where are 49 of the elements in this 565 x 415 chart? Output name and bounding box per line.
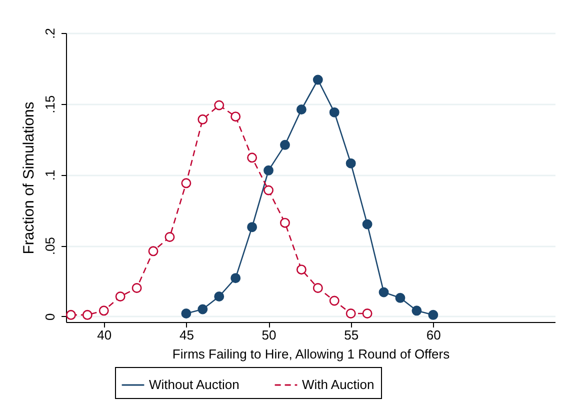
point xyxy=(395,292,406,303)
legend-label: Without Auction xyxy=(149,377,240,392)
y-tick-label: 0 xyxy=(42,313,58,320)
point xyxy=(329,107,340,118)
point xyxy=(198,114,208,124)
point xyxy=(66,310,76,320)
legend-label: With Auction xyxy=(302,377,374,392)
point xyxy=(198,304,208,314)
point xyxy=(247,222,258,232)
x-tick-label: 50 xyxy=(262,328,276,342)
point xyxy=(312,74,323,85)
point xyxy=(296,104,306,114)
point xyxy=(312,283,323,293)
point xyxy=(181,308,192,318)
x-tick-label: 55 xyxy=(344,328,359,342)
point xyxy=(378,287,389,298)
point xyxy=(280,140,290,150)
point xyxy=(329,296,340,306)
point xyxy=(412,306,422,316)
point xyxy=(132,283,142,293)
y-axis-title: Fraction of Simulations xyxy=(20,102,38,254)
point xyxy=(428,310,438,320)
point xyxy=(346,158,356,168)
x-tick-label: 40 xyxy=(97,328,112,342)
point xyxy=(280,218,290,228)
x-tick-label: 60 xyxy=(426,328,441,342)
point xyxy=(230,273,241,284)
point xyxy=(82,310,92,320)
point xyxy=(362,219,372,230)
y-tick-label: .05 xyxy=(42,236,58,256)
point xyxy=(164,232,175,242)
x-axis-title: Firms Failing to Hire, Allowing 1 Round of Offers xyxy=(172,346,450,362)
point xyxy=(362,308,372,318)
point xyxy=(230,112,241,122)
point xyxy=(98,306,109,316)
point xyxy=(264,185,274,196)
y-tick-label: .1 xyxy=(42,170,58,181)
point xyxy=(148,246,158,256)
point xyxy=(181,178,192,188)
y-tick-label: .15 xyxy=(42,95,58,114)
point xyxy=(346,308,356,318)
point xyxy=(214,100,224,110)
point xyxy=(296,264,306,275)
point xyxy=(247,152,258,163)
x-tick-label: 45 xyxy=(179,328,194,342)
point xyxy=(115,292,126,302)
point xyxy=(264,165,274,176)
y-tick-label: .2 xyxy=(42,28,58,39)
point xyxy=(214,292,224,302)
